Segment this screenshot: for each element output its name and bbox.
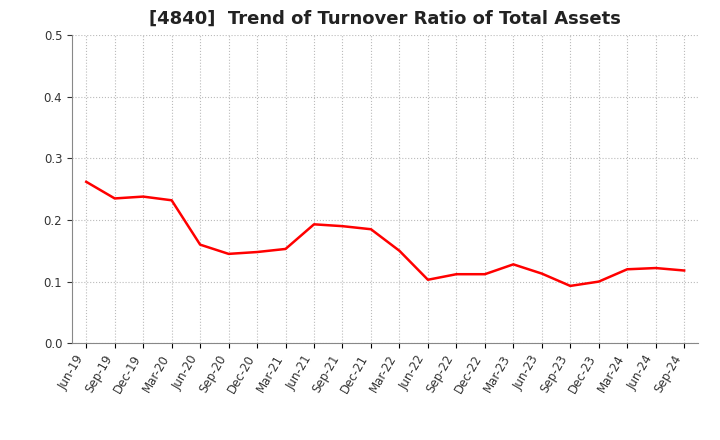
Title: [4840]  Trend of Turnover Ratio of Total Assets: [4840] Trend of Turnover Ratio of Total … <box>149 10 621 28</box>
